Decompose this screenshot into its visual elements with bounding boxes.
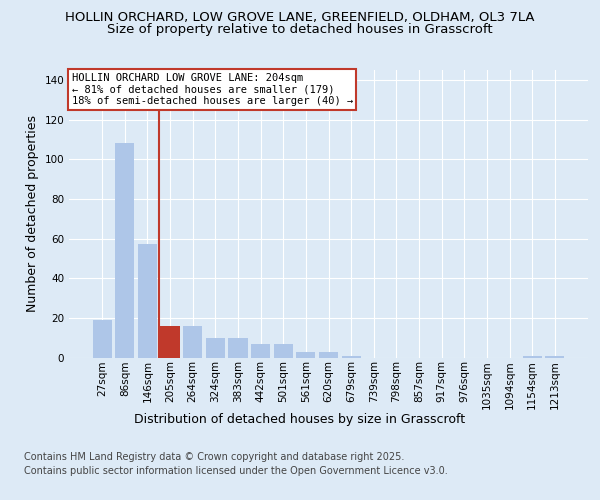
Bar: [251, 344, 270, 357]
Bar: [206, 338, 225, 357]
Text: Size of property relative to detached houses in Grasscroft: Size of property relative to detached ho…: [107, 22, 493, 36]
Bar: [92, 320, 112, 358]
Bar: [274, 344, 293, 357]
Bar: [319, 352, 338, 358]
Bar: [138, 244, 157, 358]
Bar: [545, 356, 565, 358]
Bar: [523, 356, 542, 358]
Bar: [296, 352, 316, 358]
Bar: [341, 356, 361, 358]
Bar: [183, 326, 202, 358]
Bar: [115, 144, 134, 358]
Bar: [229, 338, 248, 357]
Y-axis label: Number of detached properties: Number of detached properties: [26, 116, 39, 312]
Bar: [160, 326, 180, 358]
Text: HOLLIN ORCHARD LOW GROVE LANE: 204sqm
← 81% of detached houses are smaller (179): HOLLIN ORCHARD LOW GROVE LANE: 204sqm ← …: [71, 73, 353, 106]
Text: Contains public sector information licensed under the Open Government Licence v3: Contains public sector information licen…: [24, 466, 448, 476]
Text: Distribution of detached houses by size in Grasscroft: Distribution of detached houses by size …: [134, 412, 466, 426]
Text: HOLLIN ORCHARD, LOW GROVE LANE, GREENFIELD, OLDHAM, OL3 7LA: HOLLIN ORCHARD, LOW GROVE LANE, GREENFIE…: [65, 11, 535, 24]
Text: Contains HM Land Registry data © Crown copyright and database right 2025.: Contains HM Land Registry data © Crown c…: [24, 452, 404, 462]
